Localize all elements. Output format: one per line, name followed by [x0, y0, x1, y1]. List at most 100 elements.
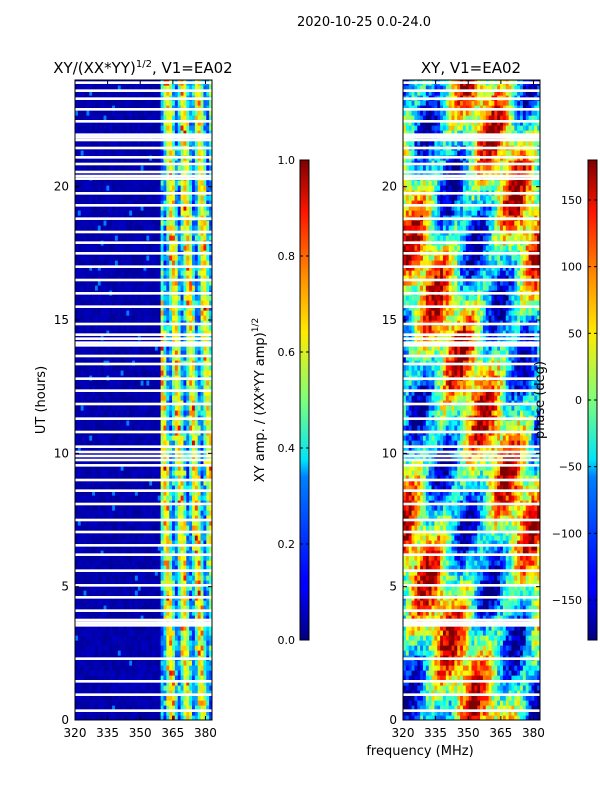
- amp-heatmap-cell: [166, 235, 170, 241]
- amp-heatmap-cell: [174, 370, 179, 376]
- amp-heatmap-cell: [109, 635, 113, 641]
- amp-heatmap-cell: [177, 605, 182, 611]
- amp-heatmap-cell: [103, 605, 107, 611]
- amp-heatmap-cell: [117, 615, 122, 621]
- amp-heatmap-cell: [154, 515, 159, 521]
- amp-heatmap-cell: [143, 690, 147, 696]
- amp-heatmap-cell: [203, 580, 207, 586]
- amp-heatmap-cell: [123, 435, 127, 441]
- amp-heatmap-cell: [123, 570, 127, 576]
- amp-heatmap-cell: [137, 380, 142, 386]
- amp-heatmap-cell: [189, 515, 193, 521]
- amp-heatmap-cell: [172, 615, 176, 621]
- amp-heatmap-cell: [83, 610, 88, 616]
- amp-heatmap-cell: [94, 635, 99, 641]
- amp-heatmap-cell: [86, 310, 90, 316]
- amp-heatmap-cell: [186, 635, 190, 641]
- amp-heatmap-cell: [163, 390, 167, 396]
- amp-heatmap-cell: [94, 685, 99, 691]
- amp-heatmap-cell: [94, 630, 99, 636]
- amp-heatmap-cell: [152, 485, 156, 491]
- amp-heatmap-cell: [157, 510, 162, 516]
- amp-heatmap-cell: [149, 345, 153, 351]
- amp-heatmap-cell: [183, 545, 187, 551]
- amp-heatmap-cell: [94, 520, 99, 526]
- amp-heatmap-cell: [92, 505, 96, 511]
- amp-heatmap-cell: [86, 615, 90, 621]
- amp-heatmap-cell: [203, 255, 207, 261]
- amp-heatmap-cell: [117, 300, 122, 306]
- amp-heatmap-cell: [140, 585, 145, 591]
- amp-heatmap-cell: [192, 645, 196, 651]
- amp-heatmap-cell: [106, 700, 110, 706]
- amp-heatmap-cell: [100, 575, 105, 581]
- amp-heatmap-cell: [94, 580, 99, 586]
- amp-heatmap-cell: [109, 560, 113, 566]
- amp-heatmap-cell: [137, 675, 142, 681]
- amp-heatmap-cell: [134, 540, 139, 546]
- amp-heatmap-cell: [152, 680, 156, 686]
- amp-heatmap-cell: [172, 550, 176, 556]
- amp-heatmap-cell: [186, 480, 190, 486]
- amp-heatmap-cell: [114, 245, 119, 251]
- amp-heatmap-cell: [83, 590, 88, 596]
- amp-heatmap-cell: [134, 470, 139, 476]
- amp-heatmap-cell: [94, 350, 99, 356]
- amp-heatmap-cell: [89, 465, 93, 471]
- amp-heatmap-cell: [183, 295, 187, 301]
- amp-heatmap-cell: [75, 630, 79, 636]
- amp-heatmap-cell: [149, 410, 153, 416]
- amp-heatmap-cell: [92, 645, 96, 651]
- amp-heatmap-cell: [97, 210, 102, 216]
- amp-heatmap-cell: [83, 660, 88, 666]
- amp-heatmap-cell: [174, 205, 179, 211]
- amp-heatmap-cell: [177, 205, 182, 211]
- amp-heatmap-cell: [172, 580, 176, 586]
- amp-heatmap-cell: [89, 560, 93, 566]
- amp-heatmap-cell: [183, 300, 187, 306]
- amp-heatmap-cell: [134, 515, 139, 521]
- amp-heatmap-cell: [149, 205, 153, 211]
- amp-heatmap-cell: [197, 640, 202, 646]
- amp-heatmap-cell: [140, 545, 145, 551]
- amp-heatmap-cell: [152, 580, 156, 586]
- amp-heatmap-cell: [89, 475, 93, 481]
- amp-heatmap-cell: [114, 325, 119, 331]
- amp-heatmap-cell: [103, 640, 107, 646]
- amp-heatmap-cell: [117, 675, 122, 681]
- amp-heatmap-cell: [174, 225, 179, 231]
- amp-heatmap-cell: [123, 535, 127, 541]
- amp-heatmap-cell: [75, 585, 79, 591]
- amp-heatmap-cell: [129, 405, 133, 411]
- amp-heatmap-cell: [186, 515, 190, 521]
- amp-heatmap-cell: [83, 435, 88, 441]
- amp-heatmap-cell: [174, 680, 179, 686]
- amp-heatmap-cell: [134, 630, 139, 636]
- amp-heatmap-cell: [200, 605, 205, 611]
- amp-heatmap-cell: [194, 295, 199, 301]
- amp-heatmap-cell: [206, 480, 210, 486]
- amp-heatmap-cell: [200, 395, 205, 401]
- amp-heatmap-cell: [132, 580, 136, 586]
- amp-heatmap-cell: [123, 380, 127, 386]
- amp-heatmap-cell: [117, 605, 122, 611]
- amp-heatmap-cell: [77, 425, 82, 431]
- amp-heatmap-cell: [152, 440, 156, 446]
- amp-heatmap-cell: [80, 615, 85, 621]
- amp-heatmap-cell: [109, 200, 113, 206]
- amp-heatmap-cell: [132, 495, 136, 501]
- amp-heatmap-cell: [180, 355, 185, 361]
- amp-heatmap-cell: [180, 625, 185, 631]
- amp-heatmap-cell: [154, 385, 159, 391]
- amp-heatmap-cell: [77, 665, 82, 671]
- amp-heatmap-cell: [94, 705, 99, 711]
- amp-heatmap-cell: [86, 365, 90, 371]
- amp-heatmap-cell: [106, 275, 110, 281]
- amp-heatmap-cell: [154, 440, 159, 446]
- amp-heatmap-cell: [203, 455, 207, 461]
- amp-heatmap-cell: [197, 480, 202, 486]
- amp-heatmap-cell: [194, 535, 199, 541]
- amp-heatmap-cell: [132, 355, 136, 361]
- amp-heatmap-cell: [80, 355, 85, 361]
- amp-heatmap-cell: [143, 475, 147, 481]
